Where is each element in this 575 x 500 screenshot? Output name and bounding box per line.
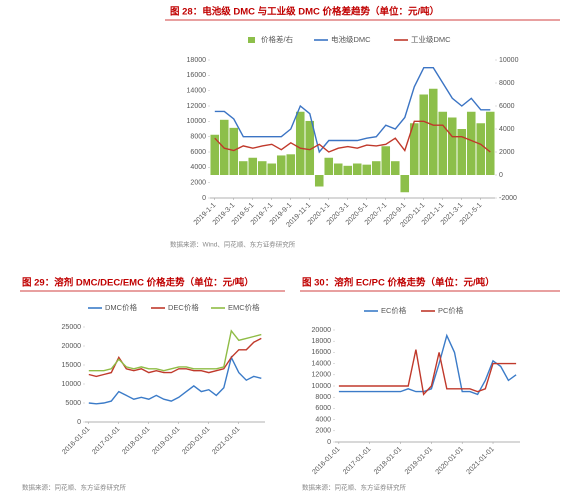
legend-label: 电池级DMC xyxy=(331,34,371,44)
y-tick-label: 25000 xyxy=(62,324,82,331)
bar xyxy=(276,155,286,175)
chart-title: 图 29：溶剂 DMC/DEC/EMC 价格走势（单位：元/吨） xyxy=(22,277,254,289)
legend-label: EMC价格 xyxy=(228,302,260,312)
y-tick-label: 15000 xyxy=(62,362,82,369)
x-tick-label: 2021-01-01 xyxy=(211,426,241,456)
x-tick-label: 2016-01-01 xyxy=(61,426,91,456)
bar xyxy=(438,111,448,175)
line xyxy=(88,355,262,405)
x-tick-label: 2021-01-01 xyxy=(465,446,495,476)
y2-tick-label: -2000 xyxy=(499,195,517,202)
chart-title: 图 28：电池级 DMC 与工业级 DMC 价格差趋势（单位：元/吨） xyxy=(170,6,439,18)
legend-label: DEC价格 xyxy=(168,302,199,312)
bar xyxy=(267,163,277,175)
bar xyxy=(457,129,467,175)
y-tick-label: 18000 xyxy=(187,57,207,64)
bar xyxy=(314,175,324,187)
y-tick-label: 2000 xyxy=(315,428,331,435)
legend-swatch xyxy=(248,37,255,43)
chart-title: 图 30：溶剂 EC/PC 价格走势（单位：元/吨） xyxy=(302,277,495,289)
bar xyxy=(248,157,258,175)
bar xyxy=(210,134,220,175)
x-tick-label: 2020-01-01 xyxy=(435,446,465,476)
bar xyxy=(409,123,419,175)
bar xyxy=(238,161,248,175)
x-tick-label: 2018-01-01 xyxy=(121,426,151,456)
bar xyxy=(333,163,343,175)
y-tick-label: 0 xyxy=(77,419,81,426)
source-note: 数据来源：同花顺、东方证券研究所 xyxy=(22,483,127,492)
x-tick-label: 2019-01-01 xyxy=(404,446,434,476)
bar xyxy=(371,161,381,175)
y-tick-label: 12000 xyxy=(187,103,207,110)
x-tick-label: 2017-01-01 xyxy=(91,426,121,456)
bar xyxy=(362,164,372,175)
bar xyxy=(419,94,429,175)
y2-tick-label: 8000 xyxy=(499,80,515,87)
bar xyxy=(343,165,353,175)
y-tick-label: 8000 xyxy=(315,394,331,401)
bar xyxy=(352,163,362,175)
y-tick-label: 16000 xyxy=(312,349,332,356)
line xyxy=(88,337,262,378)
bar xyxy=(476,123,486,175)
x-tick-label: 2020-01-01 xyxy=(181,426,211,456)
y-tick-label: 4000 xyxy=(190,164,206,171)
y-tick-label: 18000 xyxy=(312,338,332,345)
y-tick-label: 8000 xyxy=(190,134,206,141)
y-tick-label: 10000 xyxy=(62,381,82,388)
y-tick-label: 2000 xyxy=(190,180,206,187)
y2-tick-label: 4000 xyxy=(499,126,515,133)
bar xyxy=(428,88,438,175)
bar xyxy=(229,127,239,175)
bar xyxy=(466,111,476,175)
y2-tick-label: 2000 xyxy=(499,149,515,156)
x-tick-label: 2019-01-01 xyxy=(151,426,181,456)
source-note: 数据来源：Wind、同花顺、东方证券研究所 xyxy=(170,240,296,249)
bar xyxy=(485,111,495,175)
y-tick-label: 10000 xyxy=(312,383,332,390)
y-tick-label: 14000 xyxy=(187,88,207,95)
bar xyxy=(324,157,334,175)
x-tick-label: 2018-01-01 xyxy=(373,446,403,476)
legend-label: PC价格 xyxy=(438,305,464,315)
y2-tick-label: 6000 xyxy=(499,103,515,110)
y-tick-label: 10000 xyxy=(187,118,207,125)
y-tick-label: 14000 xyxy=(312,360,332,367)
y-tick-label: 16000 xyxy=(187,72,207,79)
bar xyxy=(295,111,305,175)
line xyxy=(338,349,517,396)
legend-label: EC价格 xyxy=(381,305,407,315)
y-tick-label: 20000 xyxy=(62,343,82,350)
bar xyxy=(381,146,391,175)
y-tick-label: 20000 xyxy=(312,327,332,334)
line xyxy=(214,120,491,153)
y2-tick-label: 0 xyxy=(499,172,503,179)
bar xyxy=(305,120,315,175)
legend-label: DMC价格 xyxy=(105,302,138,312)
bar xyxy=(286,154,296,175)
source-note: 数据来源：同花顺、东方证券研究所 xyxy=(302,483,407,492)
y-tick-label: 6000 xyxy=(190,149,206,156)
bar xyxy=(447,117,457,175)
y-tick-label: 4000 xyxy=(315,416,331,423)
bar xyxy=(257,161,267,175)
x-tick-label: 2016-01-01 xyxy=(311,446,341,476)
x-tick-label: 2017-01-01 xyxy=(342,446,372,476)
y-tick-label: 6000 xyxy=(315,405,331,412)
y-tick-label: 0 xyxy=(327,439,331,446)
line xyxy=(88,329,262,372)
legend-label: 价格差/右 xyxy=(261,34,294,44)
bar xyxy=(400,175,410,193)
y-tick-label: 0 xyxy=(202,195,206,202)
bar xyxy=(390,161,400,175)
y2-tick-label: 10000 xyxy=(499,57,519,64)
legend-label: 工业级DMC xyxy=(411,34,451,44)
y-tick-label: 12000 xyxy=(312,372,332,379)
line xyxy=(214,67,491,154)
y-tick-label: 5000 xyxy=(65,400,81,407)
